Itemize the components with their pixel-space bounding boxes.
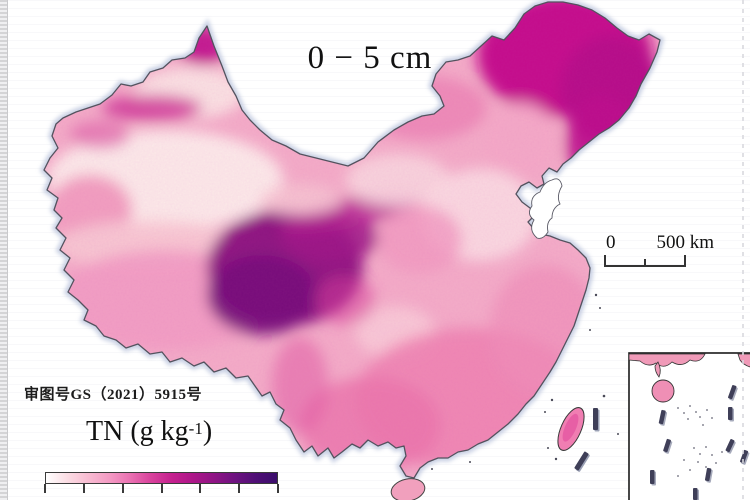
scale-start-label: 0 [606,232,616,253]
legend-title-close: ) [202,416,213,447]
page-right-edge [742,0,744,500]
legend-title: TN (g kg-1) [86,416,212,448]
legend-colorbar [44,472,279,494]
nine-dash-line [574,408,600,472]
coastal-islets [431,293,619,470]
legend-title-superscript: -1 [188,419,203,438]
inset-mainland-coast-right [737,353,750,368]
inset-hainan-island [651,379,675,403]
legend-ticks [44,484,279,494]
inset-leizhou-peninsula [654,361,661,378]
bohai-sea [529,178,563,239]
china-border [43,1,661,479]
scale-end-label: 500 km [656,232,714,253]
page-left-edge [0,0,8,500]
scale-bar-graphic [604,255,686,267]
south-china-sea-inset [628,352,750,500]
hainan-island [390,478,426,500]
inset-mainland-coast [628,353,706,367]
map-approval-number: 审图号GS（2021）5915号 [24,387,203,403]
map-depth-title: 0 − 5 cm [307,40,433,76]
scale-bar: 0 500 km [604,232,714,267]
inset-island-dots [677,405,723,477]
taiwan-island [557,407,585,451]
inset-nine-dash-line [650,385,750,500]
legend-title-text: TN (g kg [86,416,189,447]
legend-gradient [45,472,278,484]
